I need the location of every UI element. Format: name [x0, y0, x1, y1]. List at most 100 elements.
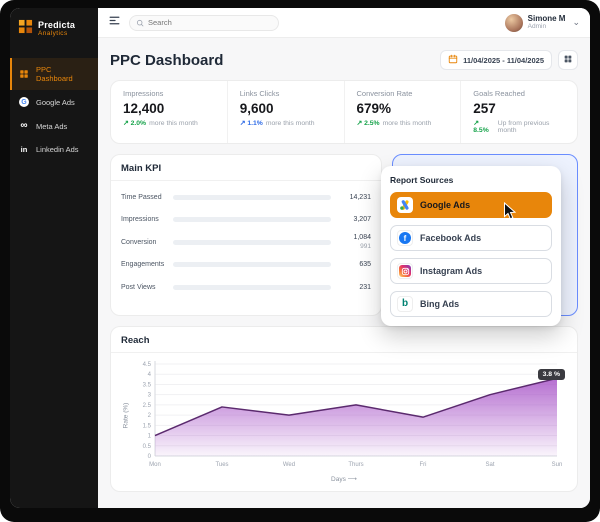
svg-text:0: 0 — [148, 454, 152, 460]
date-range-picker[interactable]: 11/04/2025 - 11/04/2025 — [440, 50, 552, 70]
stat-value: 679% — [356, 101, 392, 116]
main-area: Simone M Admin ⌄ PPC Dashboard 11/04/202… — [98, 8, 590, 508]
days-arrow-icon: ⟶ — [347, 476, 357, 483]
sidebar-item-google-ads[interactable]: G Google Ads — [10, 90, 98, 114]
trend-up-icon: ↗ 2.0% — [123, 120, 147, 127]
sidebar-item-ppc-dashboard[interactable]: PPC Dashboard — [10, 58, 98, 90]
date-range-value: 11/04/2025 - 11/04/2025 — [463, 55, 544, 65]
svg-text:3: 3 — [148, 393, 152, 399]
brand-subtitle: Analytics — [38, 30, 68, 38]
svg-text:Sat: Sat — [485, 462, 494, 468]
trend-up-icon: ↗ 8.5% — [473, 120, 489, 134]
mouse-cursor-icon — [503, 201, 517, 225]
source-item-bing-ads[interactable]: b Bing Ads — [390, 291, 552, 317]
stat-value: 257 — [473, 101, 496, 116]
avatar — [504, 13, 523, 32]
stat-value: 9,600 — [239, 101, 274, 116]
svg-text:2.5: 2.5 — [143, 403, 152, 409]
stat-card-impressions: Impressions 12,400 ↗ 2.0% more this month — [111, 81, 227, 143]
calendar-icon — [448, 54, 458, 66]
kpi-bar-track — [173, 284, 331, 290]
svg-text:Thurs: Thurs — [348, 462, 363, 468]
svg-text:Fri: Fri — [420, 462, 427, 468]
svg-text:2: 2 — [148, 413, 152, 419]
google-ads-icon — [397, 197, 413, 213]
stat-card-goals-reached: Goals Reached 257 ↗ 8.5% Up from previous… — [460, 81, 577, 143]
reach-area-chart: 0 0.5 1 1.5 2 2.5 3 3.5 4 4.5 Mon Tues Wed Thurs Fri Sa… — [143, 361, 563, 468]
source-item-instagram-ads[interactable]: Instagram Ads — [390, 258, 552, 284]
reach-card: Reach 3.8 % Rate (%) 0 0.5 1 1.5 2 2.5 3 3.5 4 4.… — [110, 326, 578, 492]
kpi-bar-track — [173, 239, 331, 245]
svg-text:Sun: Sun — [552, 462, 563, 468]
sidebar-item-label: PPC Dashboard — [36, 65, 73, 83]
stat-card-conversion-rate: Conversion Rate 679% ↗ 2.5% more this mon… — [343, 81, 461, 143]
brand-name: Predicta — [38, 19, 76, 30]
user-name: Simone M — [527, 13, 566, 23]
stat-value: 12,400 — [123, 101, 165, 116]
topbar: Simone M Admin ⌄ — [98, 8, 590, 38]
sidebar-item-label: Google Ads — [36, 97, 75, 107]
search-icon — [136, 14, 144, 32]
chart-value-badge: 3.8 % — [537, 369, 565, 380]
user-menu[interactable]: Simone M Admin ⌄ — [504, 13, 580, 32]
trend-up-icon: ↗ 1.1% — [239, 120, 263, 127]
svg-text:4.5: 4.5 — [143, 362, 152, 368]
kpi-bar-track — [173, 262, 331, 268]
svg-text:4: 4 — [148, 372, 152, 378]
kpi-row-time-passed: Time Passed 14,231 — [121, 193, 371, 201]
stat-label: Goals Reached — [473, 89, 525, 98]
linkedin-icon: in — [20, 145, 28, 154]
stat-card-links-clicks: Links Clicks 9,600 ↗ 1.1% more this month — [226, 81, 344, 143]
kpi-bar-track — [173, 194, 331, 200]
stat-label: Conversion Rate — [356, 89, 413, 98]
kpi-row-post-views: Post Views 231 — [121, 283, 371, 291]
meta-icon: ∞ — [20, 120, 28, 131]
grid-apps-icon — [563, 51, 573, 69]
main-kpi-card: Main KPI Time Passed 14,231 Impressions … — [110, 154, 382, 316]
sidebar: Predicta Analytics PPC Dashboard G Googl… — [10, 8, 98, 508]
stat-label: Links Clicks — [239, 89, 280, 98]
report-sources-popup: Report Sources Google Ads f Facebook Ads… — [381, 166, 561, 326]
sidebar-item-label: Linkedin Ads — [36, 145, 79, 154]
svg-text:Wed: Wed — [283, 462, 295, 468]
dashboard-grid-icon — [18, 69, 30, 79]
stats-row: Impressions 12,400 ↗ 2.0% more this month… — [110, 80, 578, 144]
svg-text:0.5: 0.5 — [143, 444, 152, 450]
search-box[interactable] — [129, 14, 279, 32]
main-kpi-title: Main KPI — [111, 163, 381, 181]
svg-text:1.5: 1.5 — [143, 423, 152, 429]
chevron-down-icon[interactable]: ⌄ — [572, 17, 580, 27]
source-item-facebook-ads[interactable]: f Facebook Ads — [390, 225, 552, 251]
search-input[interactable] — [148, 18, 272, 27]
sidebar-item-meta-ads[interactable]: ∞ Meta Ads — [10, 114, 98, 138]
sidebar-collapse-icon[interactable] — [108, 14, 121, 32]
content: PPC Dashboard 11/04/2025 - 11/04/2025 — [98, 38, 590, 508]
stat-label: Impressions — [123, 89, 164, 98]
svg-text:Tues: Tues — [215, 462, 228, 468]
trend-up-icon: ↗ 2.5% — [356, 120, 380, 127]
svg-text:1: 1 — [148, 434, 152, 440]
svg-text:3.5: 3.5 — [143, 382, 152, 388]
kpi-row-impressions: Impressions 3,207 — [121, 216, 371, 224]
kpi-row-engagements: Engagements 635 — [121, 261, 371, 269]
brand-logo: Predicta Analytics — [10, 8, 98, 48]
reach-title: Reach — [111, 335, 577, 353]
kpi-bar-track — [173, 217, 331, 223]
sidebar-nav: PPC Dashboard G Google Ads ∞ Meta Ads in… — [10, 58, 98, 161]
sidebar-item-linkedin-ads[interactable]: in Linkedin Ads — [10, 138, 98, 161]
x-axis-label: Days ⟶ — [331, 476, 357, 483]
google-icon: G — [18, 97, 30, 107]
page-header: PPC Dashboard 11/04/2025 - 11/04/2025 — [110, 46, 578, 74]
report-sources-title: Report Sources — [390, 175, 454, 185]
app-window: Predicta Analytics PPC Dashboard G Googl… — [10, 8, 590, 508]
layout-grid-button[interactable] — [558, 50, 578, 70]
page-title: PPC Dashboard — [110, 51, 224, 69]
svg-text:Mon: Mon — [149, 462, 161, 468]
brand-icon — [18, 19, 33, 39]
y-axis-label: Rate (%) — [122, 402, 130, 428]
user-role: Admin — [527, 23, 547, 31]
facebook-icon: f — [397, 230, 413, 246]
kpi-row-conversion: Conversion 1,084 991 — [121, 234, 371, 250]
source-item-google-ads[interactable]: Google Ads — [390, 192, 552, 218]
sidebar-item-label: Meta Ads — [36, 121, 68, 131]
